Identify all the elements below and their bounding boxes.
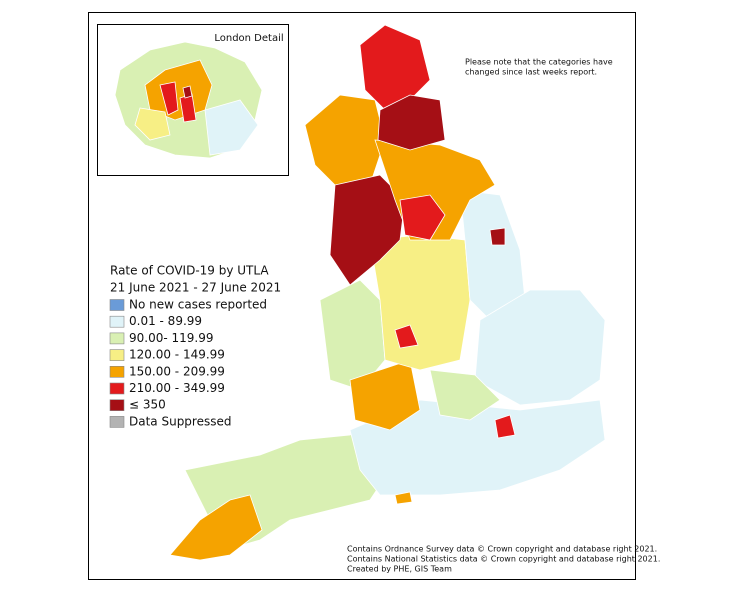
legend-label: 150.00 - 209.99 [129, 364, 225, 378]
credit-line: Created by PHE, GIS Team [347, 565, 452, 574]
legend-label: 210.00 - 349.99 [129, 381, 225, 395]
england-map [169, 24, 606, 561]
credit-line: Contains Ordnance Survey data © Crown co… [347, 545, 657, 554]
note-line: changed since last weeks report. [465, 68, 597, 77]
legend-swatch [109, 365, 125, 378]
legend-swatch [109, 399, 125, 412]
legend-swatch [109, 332, 125, 345]
credit-line: Contains National Statistics data © Crow… [347, 555, 660, 564]
note-line: Please note that the categories have [465, 58, 613, 67]
legend-swatch [109, 416, 125, 428]
legend-swatch [109, 299, 125, 311]
legend-label: Data Suppressed [129, 414, 231, 428]
legend-label: 0.01 - 89.99 [129, 314, 202, 328]
london-map [114, 41, 263, 159]
legend-label: 120.00 - 149.99 [129, 348, 225, 362]
inset-title: London Detail [214, 33, 283, 44]
legend: No new cases reported 0.01 - 89.99 90.00- … [109, 298, 267, 428]
legend-swatch [109, 315, 125, 328]
legend-label: 90.00- 119.99 [129, 331, 214, 345]
legend-swatch [109, 382, 125, 395]
legend-swatch [109, 349, 125, 361]
legend-subtitle: 21 June 2021 - 27 June 2021 [110, 281, 281, 295]
legend-label: No new cases reported [129, 298, 267, 312]
legend-label: ≤ 350 [129, 398, 166, 412]
legend-title: Rate of COVID-19 by UTLA [110, 264, 269, 278]
